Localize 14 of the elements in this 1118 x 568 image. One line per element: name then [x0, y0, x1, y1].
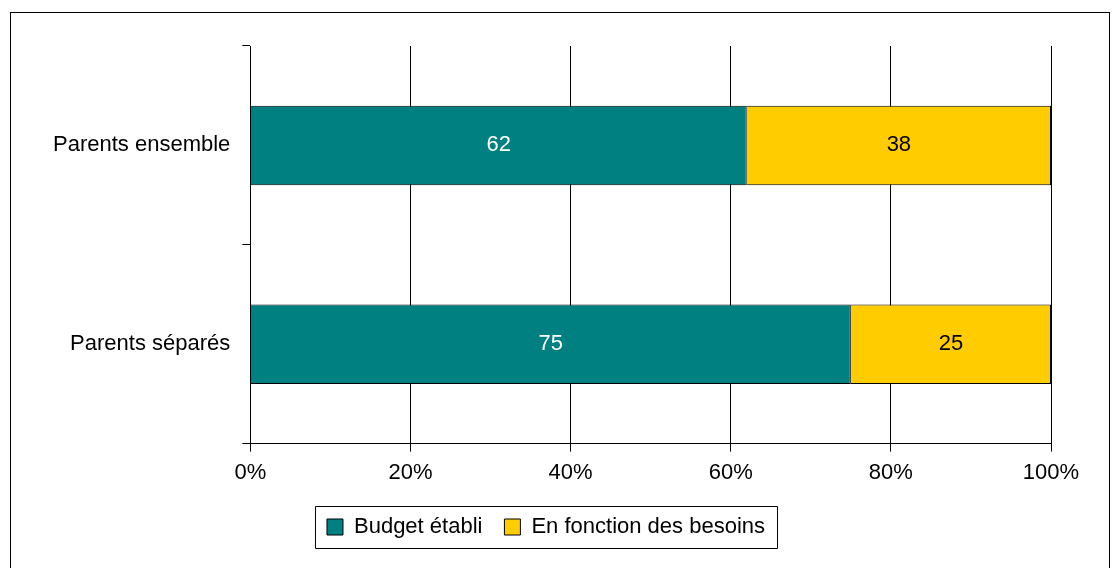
x-tick-label: 40%	[548, 458, 593, 484]
x-tick-label: 0%	[234, 458, 267, 484]
y-tick-label: Parents séparés	[70, 330, 231, 356]
legend-label: En fonction des besoins	[531, 513, 766, 539]
legend-label: Budget établi	[353, 513, 483, 539]
y-tick-label: Parents ensemble	[52, 131, 231, 157]
data-label: 75	[538, 330, 564, 356]
x-tick-label: 100%	[1022, 458, 1080, 484]
x-tick-label: 60%	[708, 458, 753, 484]
data-label: 25	[938, 330, 964, 356]
data-label: 38	[886, 131, 912, 157]
x-tick-label: 80%	[868, 458, 913, 484]
x-tick-label: 20%	[388, 458, 433, 484]
data-label: 62	[486, 131, 512, 157]
